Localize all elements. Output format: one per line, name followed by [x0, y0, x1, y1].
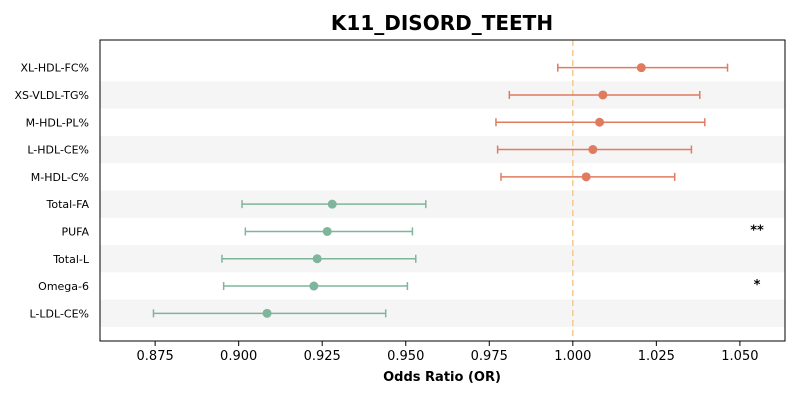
x-tick-label: 1.050: [721, 349, 758, 364]
category-label: Total-FA: [45, 198, 89, 211]
row-band: [100, 190, 785, 218]
significance-labels: ***: [750, 223, 764, 293]
or-point: [595, 117, 605, 127]
chart-marks: [152, 63, 729, 318]
or-point: [309, 281, 319, 291]
or-point: [588, 145, 598, 155]
category-label: L-HDL-CE%: [27, 144, 89, 157]
x-tick-label: 1.025: [638, 349, 675, 364]
plot-frame: [99, 39, 786, 342]
x-tick-label: 0.925: [304, 349, 341, 364]
x-axis-ticks: 0.875 0.900 0.925 0.950 0.975 1.000 1.025 1.050: [137, 341, 758, 364]
or-point: [327, 199, 337, 209]
category-label: Omega-6: [38, 280, 89, 293]
x-tick-label: 0.875: [137, 349, 174, 364]
significance-label: *: [754, 278, 761, 293]
category-label: XL-HDL-FC%: [20, 62, 89, 75]
x-tick-label: 1.000: [554, 349, 591, 364]
x-tick-label: 0.900: [220, 349, 257, 364]
significance-label: **: [750, 223, 764, 238]
or-point: [312, 254, 322, 264]
row-band: [100, 245, 785, 273]
category-labels: XL-HDL-FC% XS-VLDL-TG% M-HDL-PL% L-HDL-CE% M…: [14, 62, 89, 321]
or-point: [598, 90, 608, 100]
or-point: [262, 308, 272, 318]
category-label: Total-L: [52, 253, 90, 266]
x-tick-label: 0.950: [387, 349, 424, 364]
chart-title: K11_DISORD_TEETH: [331, 11, 553, 35]
or-point: [636, 63, 646, 73]
x-tick-label: 0.975: [471, 349, 508, 364]
category-label: L-LDL-CE%: [30, 307, 90, 320]
category-label: M-HDL-PL%: [26, 116, 89, 129]
category-label: PUFA: [61, 225, 89, 238]
category-label: M-HDL-C%: [31, 171, 89, 184]
row-bands: [100, 81, 785, 327]
or-point: [322, 226, 332, 236]
or-point: [581, 172, 591, 182]
category-label: XS-VLDL-TG%: [14, 89, 89, 102]
x-axis-label: Odds Ratio (OR): [383, 370, 501, 385]
